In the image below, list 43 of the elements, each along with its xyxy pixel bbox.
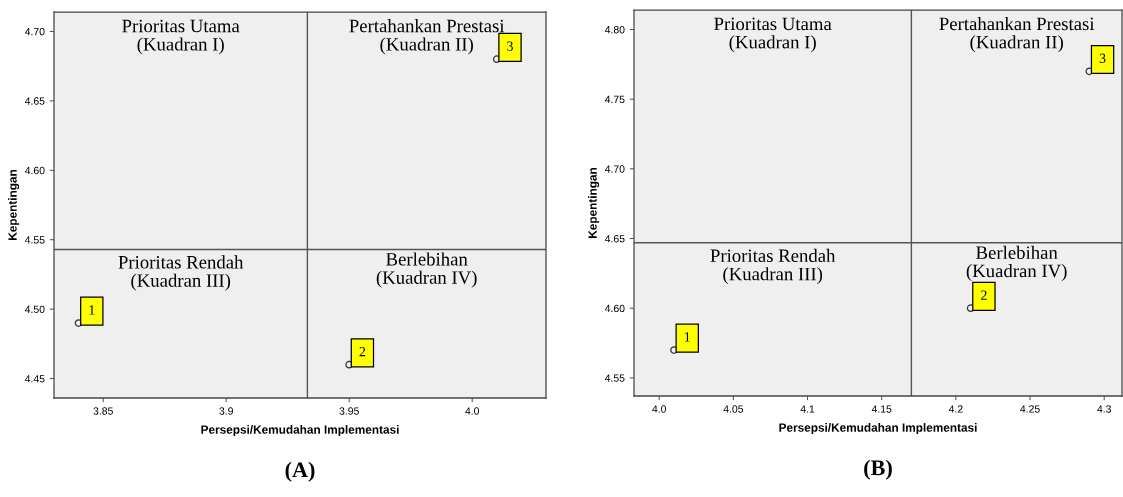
y-axis-title: Kepentingan <box>8 169 20 240</box>
annotation: 1 <box>684 332 690 342</box>
y-axis-title: Kepentingan <box>588 167 600 238</box>
text: (B) <box>864 459 892 480</box>
text: (A) <box>285 461 315 482</box>
annotation: 1 <box>89 305 95 315</box>
annotation: 3 <box>507 41 513 51</box>
annotation: Pertahankan Prestasi (Kuadran II) <box>939 16 1095 53</box>
x-tick-label: 4.3 <box>1097 405 1111 413</box>
x-tick-label: 4.0 <box>465 407 480 415</box>
annotation: 3 <box>1099 53 1106 63</box>
y-tick-label: 4.70 <box>24 27 45 36</box>
y-tick-label: 4.50 <box>24 305 45 314</box>
x-tick-label: 3.85 <box>93 407 113 415</box>
annotation: Pertahankan Prestasi (Kuadran II) <box>349 19 505 55</box>
y-tick-label: 4.80 <box>604 26 625 34</box>
y-tick-label: 4.60 <box>604 304 625 313</box>
y-tick-label: 4.60 <box>24 166 45 175</box>
y-tick-label: 4.70 <box>604 165 625 173</box>
y-tick-label: 4.65 <box>24 97 45 105</box>
x-axis-title: Persepsi/Kemudahan Implementasi <box>779 423 977 435</box>
annotation: Prioritas Rendah (Kuadran III) <box>710 248 836 285</box>
x-tick-label: 4.05 <box>723 405 744 413</box>
y-tick-label: 4.45 <box>24 375 45 383</box>
x-tick-label: 4.2 <box>948 405 963 413</box>
y-tick-label: 4.65 <box>604 235 625 243</box>
x-axis-title: Persepsi/Kemudahan Implementasi <box>201 425 399 437</box>
y-tick-label: 4.75 <box>604 95 625 104</box>
annotation: Prioritas Utama (Kuadran I) <box>122 19 240 55</box>
x-tick-label: 4.15 <box>871 405 892 413</box>
x-tick-label: 4.25 <box>1020 405 1040 413</box>
y-tick-label: 4.55 <box>604 374 625 382</box>
x-tick-label: 4.0 <box>652 405 667 413</box>
x-tick-label: 4.1 <box>800 405 815 413</box>
annotation: Prioritas Rendah (Kuadran III) <box>118 255 244 291</box>
x-tick-label: 3.9 <box>219 407 233 415</box>
annotation: 2 <box>981 290 987 300</box>
x-tick-label: 3.95 <box>339 407 359 415</box>
annotation: Berlebihan (Kuadran IV) <box>376 252 477 288</box>
y-tick-label: 4.55 <box>24 236 45 244</box>
annotation: 2 <box>359 346 366 357</box>
annotation: Prioritas Utama (Kuadran I) <box>714 17 832 53</box>
annotation: Berlebihan (Kuadran IV) <box>966 245 1067 282</box>
